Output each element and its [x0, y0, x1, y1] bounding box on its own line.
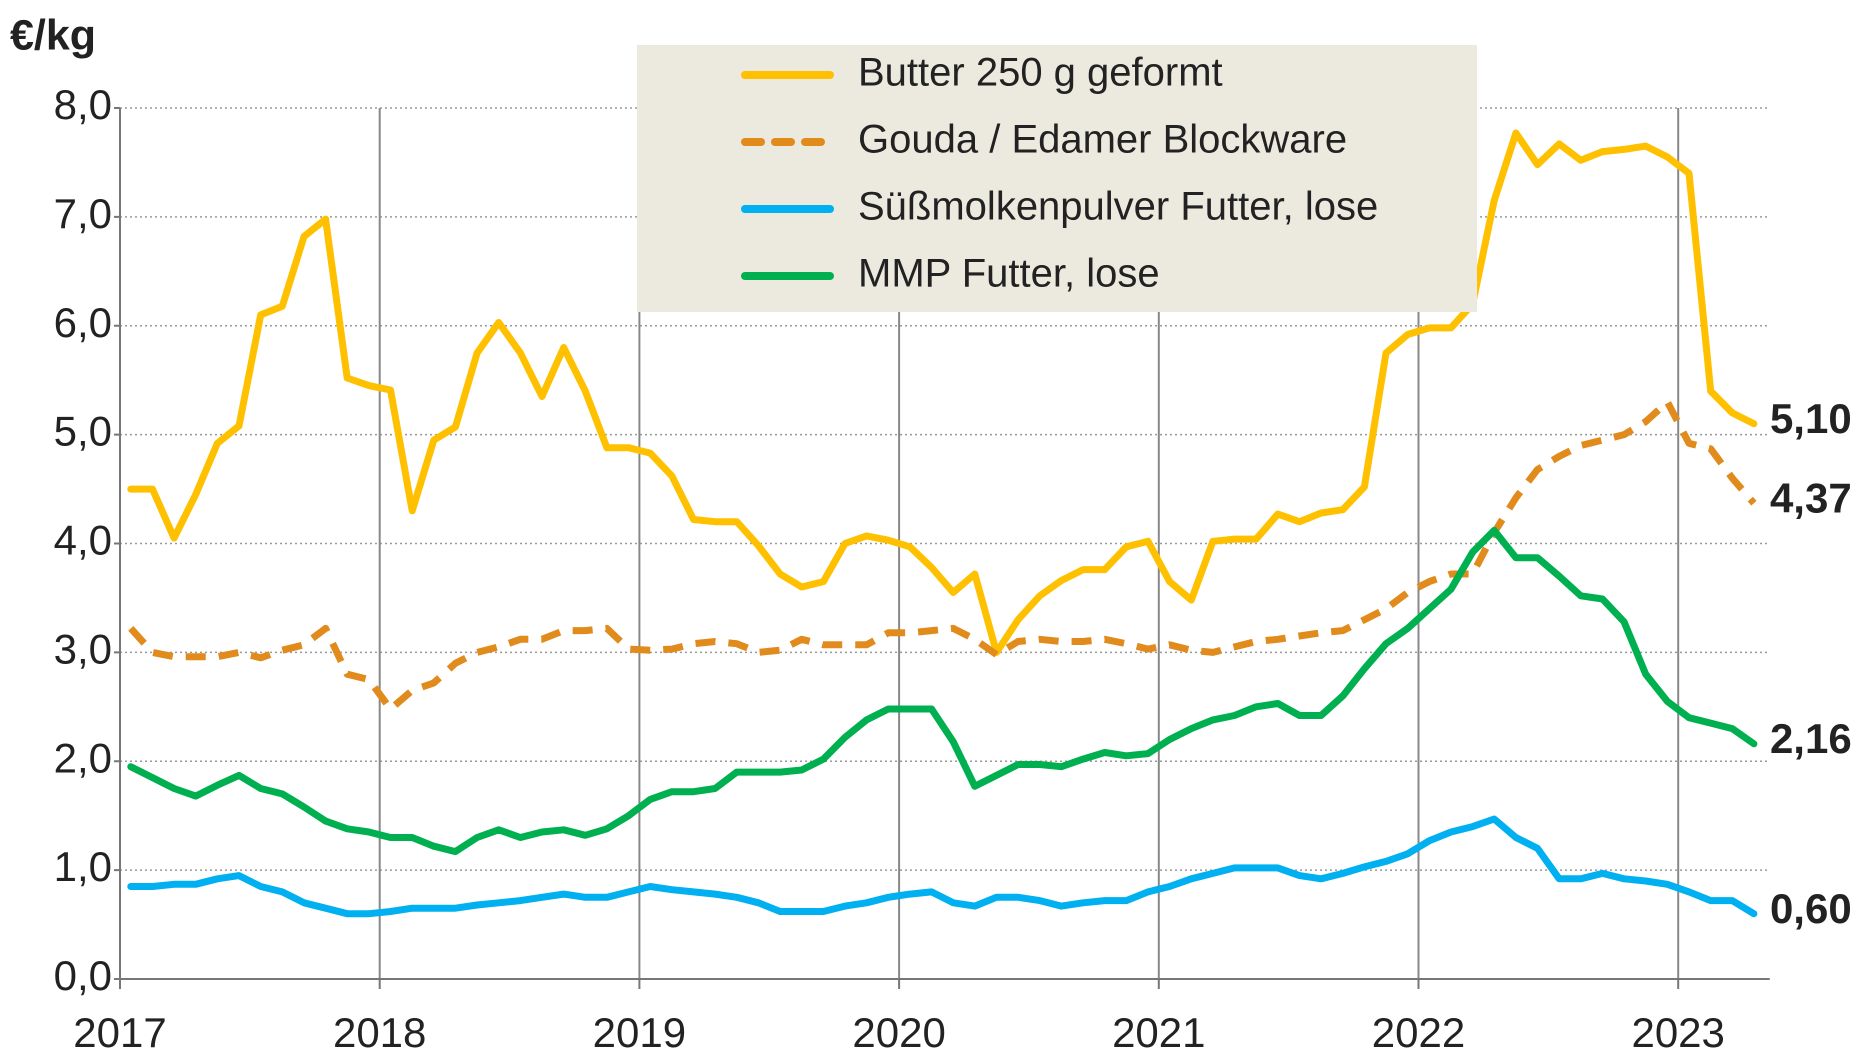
y-tick-label: 6,0 — [54, 299, 112, 346]
y-tick-label: 8,0 — [54, 81, 112, 128]
value-label: 5,10 — [1770, 395, 1852, 442]
x-tick-label: 2020 — [852, 1009, 945, 1056]
legend-label: Süßmolkenpulver Futter, lose — [858, 185, 1378, 229]
x-tick-label: 2017 — [73, 1009, 166, 1056]
y-tick-label: 7,0 — [54, 190, 112, 237]
x-tick-label: 2018 — [333, 1009, 426, 1056]
legend-label: Butter 250 g geformt — [858, 51, 1223, 95]
value-label: 4,37 — [1770, 474, 1852, 521]
x-tick-label: 2019 — [593, 1009, 686, 1056]
legend-label: MMP Futter, lose — [858, 252, 1160, 296]
series-line — [128, 398, 1757, 713]
series-line — [127, 526, 1758, 856]
x-tick-label: 2022 — [1372, 1009, 1465, 1056]
series-line — [127, 815, 1758, 918]
y-tick-label: 3,0 — [54, 625, 112, 672]
y-tick-label: 4,0 — [54, 517, 112, 564]
y-tick-label: 0,0 — [54, 952, 112, 999]
y-axis-unit: €/kg — [10, 11, 96, 59]
y-tick-label: 2,0 — [54, 734, 112, 781]
y-tick-label: 1,0 — [54, 843, 112, 890]
value-label: 2,16 — [1770, 715, 1852, 762]
legend-box — [637, 45, 1477, 312]
x-tick-label: 2023 — [1631, 1009, 1724, 1056]
value-label: 0,60 — [1770, 885, 1852, 932]
x-tick-label: 2021 — [1112, 1009, 1205, 1056]
series-line — [127, 129, 1758, 656]
legend-label: Gouda / Edamer Blockware — [858, 118, 1347, 162]
y-tick-label: 5,0 — [54, 408, 112, 455]
